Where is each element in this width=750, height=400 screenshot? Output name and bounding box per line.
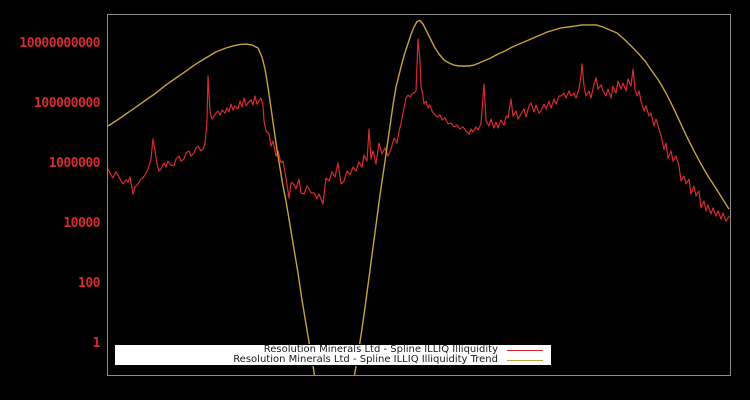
- legend-row-trend: Resolution Minerals Ltd - Spline ILLIQ I…: [115, 355, 545, 365]
- chart-canvas: [108, 19, 730, 375]
- legend-line-sample-trend: [507, 359, 543, 361]
- legend-label-illiquidity: Resolution Minerals Ltd - Spline ILLIQ I…: [263, 344, 498, 355]
- y-tick-label: 1: [92, 336, 101, 351]
- y-tick-label: 10000: [63, 216, 100, 231]
- plot-area: [107, 14, 731, 376]
- y-tick-label: 100: [78, 276, 100, 291]
- series-illiquidity-line: [108, 38, 730, 222]
- y-tick-label: 10000000000: [19, 36, 100, 51]
- legend-line-sample-illiquidity: [507, 349, 543, 351]
- y-tick-label: 100000000: [34, 96, 100, 111]
- legend-row-illiquidity: Resolution Minerals Ltd - Spline ILLIQ I…: [115, 345, 545, 355]
- legend-box: Resolution Minerals Ltd - Spline ILLIQ I…: [114, 344, 552, 366]
- legend-label-trend: Resolution Minerals Ltd - Spline ILLIQ I…: [233, 354, 498, 365]
- y-tick-label: 1000000: [48, 156, 101, 171]
- series-trend-line: [108, 19, 730, 375]
